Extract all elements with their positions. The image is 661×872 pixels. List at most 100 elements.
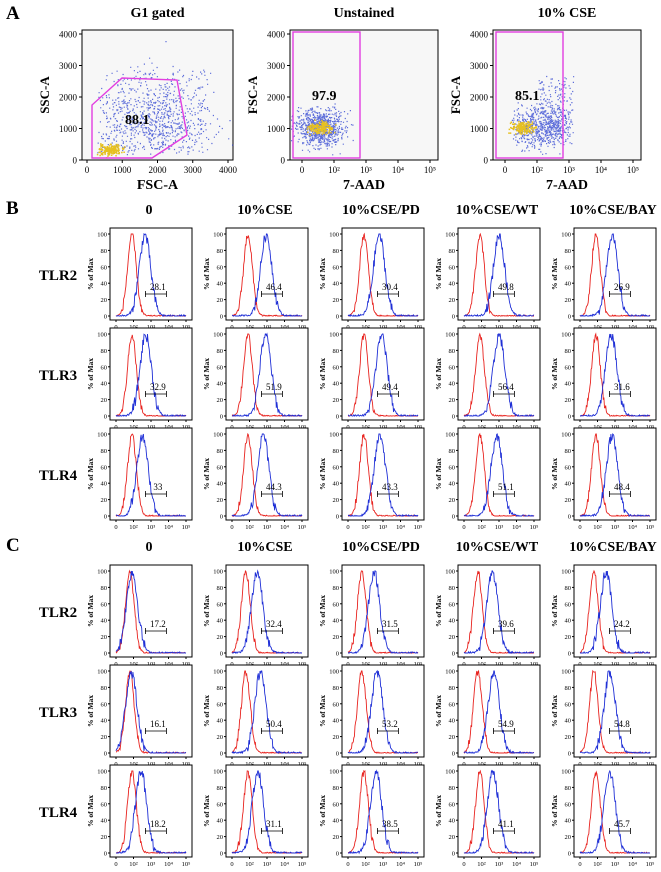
plot-title: G1 gated (130, 6, 184, 21)
positive-gate-marker (609, 628, 631, 634)
x-tick-label: 1000 (113, 165, 132, 175)
gate-percent: 97.9 (312, 89, 337, 104)
y-tick-label: 0 (336, 314, 339, 321)
y-tick-label: 100 (213, 332, 223, 339)
y-tick-label: 80 (565, 685, 572, 692)
y-tick-label: 60 (217, 801, 224, 808)
y-axis-label: % of Max (550, 358, 559, 390)
marker-label-tlr2: TLR2 (39, 268, 77, 284)
x-tick-label: 10² (129, 861, 138, 868)
y-tick-label: 40 (449, 381, 456, 388)
x-tick-label: 10² (361, 524, 370, 531)
stained-histogram-curve (579, 769, 651, 854)
y-tick-label: 20 (101, 834, 108, 841)
x-tick-label: 10² (245, 524, 254, 531)
x-axis-label: FSC-A (137, 178, 179, 193)
y-tick-label: 100 (445, 432, 455, 439)
y-tick-label: 60 (565, 364, 572, 371)
stained-histogram-curve (115, 232, 186, 317)
scatter-points (511, 75, 575, 155)
x-tick-label: 10³ (495, 861, 504, 868)
y-tick-label: 80 (449, 685, 456, 692)
x-tick-label: 10⁵ (182, 524, 191, 531)
histogram-frame (457, 327, 541, 421)
histogram-frame (225, 327, 309, 421)
x-tick-label: 10⁴ (164, 861, 174, 868)
x-tick-label: 10² (477, 861, 486, 868)
positive-gate-marker (377, 291, 399, 297)
x-tick-label: 10⁴ (392, 165, 404, 175)
x-tick-label: 0 (85, 165, 90, 175)
density-core (306, 119, 337, 136)
positive-percent: 54.9 (498, 719, 514, 729)
x-tick-label: 10³ (263, 861, 272, 868)
histogram-frame (573, 564, 657, 658)
x-tick-label: 10⁵ (182, 861, 191, 868)
y-tick-label: 40 (565, 381, 572, 388)
y-tick-label: 80 (217, 585, 224, 592)
y-tick-label: 60 (333, 601, 340, 608)
y-tick-label: 60 (101, 264, 108, 271)
y-tick-label: 80 (101, 785, 108, 792)
y-tick-label: 40 (217, 718, 224, 725)
positive-gate-marker (261, 628, 283, 634)
y-tick-label: 100 (213, 769, 223, 776)
y-tick-label: 1000 (59, 124, 78, 134)
y-tick-label: 20 (565, 397, 572, 404)
stained-histogram-curve (347, 233, 419, 317)
x-tick-label: 0 (346, 861, 349, 868)
y-tick-label: 20 (333, 497, 340, 504)
y-tick-label: 80 (101, 248, 108, 255)
x-tick-label: 10³ (563, 165, 575, 175)
y-axis-label: FSC-A (245, 75, 260, 114)
x-tick-label: 10⁴ (164, 524, 174, 531)
histogram-frame (225, 564, 309, 658)
positive-gate-marker (377, 628, 399, 634)
histogram-frame (457, 227, 541, 321)
plot-frame (81, 29, 234, 161)
positive-percent: 33 (153, 482, 163, 492)
y-tick-label: 80 (333, 348, 340, 355)
x-tick-label: 10⁵ (530, 524, 539, 531)
y-tick-label: 40 (333, 818, 340, 825)
y-axis-label: % of Max (434, 795, 443, 827)
x-tick-label: 0 (578, 861, 581, 868)
y-tick-label: 40 (449, 481, 456, 488)
y-axis-label: % of Max (434, 258, 443, 290)
y-axis-label: % of Max (86, 795, 95, 827)
x-tick-label: 0 (230, 524, 233, 531)
marker-label-tlr2: TLR2 (39, 605, 77, 621)
y-tick-label: 100 (329, 569, 339, 576)
positive-percent: 45.7 (614, 819, 630, 829)
condition-header: 10%CSE/WT (456, 203, 539, 218)
y-tick-label: 80 (101, 585, 108, 592)
x-tick-label: 10³ (379, 861, 388, 868)
y-tick-label: 40 (217, 281, 224, 288)
y-axis-label: % of Max (550, 795, 559, 827)
positive-gate-marker (145, 291, 167, 297)
y-tick-label: 80 (565, 785, 572, 792)
y-tick-label: 40 (449, 618, 456, 625)
panel-letter-b: B (6, 198, 19, 219)
x-tick-label: 10⁴ (512, 524, 522, 531)
y-tick-label: 40 (565, 818, 572, 825)
plot-frame (492, 29, 642, 161)
y-tick-label: 1000 (267, 124, 286, 134)
positive-gate-marker (145, 828, 167, 834)
positive-gate-marker (493, 391, 515, 397)
positive-percent: 28.1 (150, 282, 166, 292)
x-tick-label: 10³ (495, 524, 504, 531)
y-tick-label: 40 (101, 818, 108, 825)
y-tick-label: 0 (220, 751, 223, 758)
y-tick-label: 40 (101, 481, 108, 488)
x-tick-label: 0 (114, 524, 117, 531)
y-tick-label: 40 (333, 718, 340, 725)
x-tick-label: 10⁵ (646, 524, 655, 531)
scatter-dots (291, 103, 354, 156)
y-axis-label: % of Max (550, 458, 559, 490)
condition-header: 10%CSE (237, 540, 292, 555)
